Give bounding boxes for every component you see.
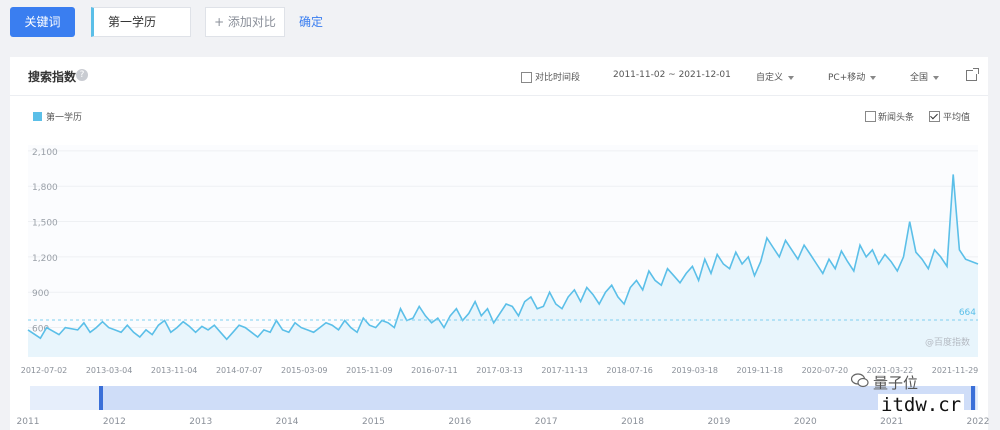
chevron-down-icon: [788, 75, 795, 80]
help-icon[interactable]: ?: [76, 69, 88, 81]
region-dropdown[interactable]: 全国: [910, 70, 940, 83]
brush-year-label: 2011: [17, 417, 40, 427]
device-dropdown[interactable]: PC+移动: [828, 70, 877, 83]
x-tick-label: 2021-03-22: [867, 366, 914, 375]
x-tick-label: 2013-03-04: [86, 366, 133, 375]
y-tick-label: 600: [32, 325, 49, 335]
x-tick-label: 2014-07-07: [216, 366, 263, 375]
add-compare-button[interactable]: + 添加对比: [205, 7, 285, 37]
average-label: 平均值: [943, 113, 971, 123]
external-link-icon[interactable]: [966, 68, 979, 81]
x-tick-label: 2015-03-09: [281, 366, 328, 375]
brush-year-label: 2013: [189, 417, 212, 427]
y-tick-label: 1,800: [32, 183, 58, 193]
source-mark: @百度指数: [925, 336, 970, 348]
keyword-input[interactable]: 第一学历: [91, 7, 191, 37]
legend-label: 第一学历: [46, 113, 83, 123]
y-tick-label: 2,100: [32, 148, 58, 158]
device-label: PC+移动: [828, 73, 866, 83]
custom-label: 自定义: [756, 73, 784, 83]
legend-swatch: [33, 112, 42, 121]
keyword-button[interactable]: 关键词: [10, 7, 75, 37]
x-tick-label: 2017-03-13: [476, 366, 523, 375]
brush-selection: [101, 386, 976, 410]
x-tick-label: 2019-03-18: [671, 366, 718, 375]
region-label: 全国: [910, 73, 929, 83]
x-tick-label: 2021-11-29: [932, 366, 979, 375]
x-tick-label: 2019-11-18: [737, 366, 784, 375]
brush-year-label: 2016: [448, 417, 471, 427]
wechat-icon: [851, 373, 869, 388]
brush-year-label: 2018: [621, 417, 644, 427]
brush-year-label: 2012: [103, 417, 126, 427]
x-tick-label: 2016-07-11: [411, 366, 458, 375]
news-headline-label: 新闻头条: [878, 113, 915, 123]
x-tick-label: 2013-11-04: [151, 366, 198, 375]
brush-handle-right[interactable]: [971, 386, 975, 410]
y-tick-label: 1,200: [32, 254, 58, 264]
top-toolbar: 关键词 第一学历 + 添加对比 确定: [0, 0, 1000, 48]
average-checkbox[interactable]: [929, 111, 940, 122]
brush-year-label: 2014: [276, 417, 299, 427]
compare-period-label: 对比时间段: [535, 73, 581, 83]
y-tick-label: 900: [32, 289, 49, 299]
chevron-down-icon: [870, 75, 877, 80]
x-tick-label: 2015-11-09: [346, 366, 393, 375]
brush-year-label: 2017: [535, 417, 558, 427]
brush-year-label: 2015: [362, 417, 385, 427]
compare-period-checkbox[interactable]: [521, 72, 532, 83]
x-tick-label: 2012-07-02: [21, 366, 68, 375]
date-range-picker[interactable]: 2011-11-02 ~ 2021-12-01: [613, 70, 731, 80]
panel-title: 搜索指数: [28, 70, 77, 84]
y-tick-label: 1,500: [32, 219, 58, 229]
x-tick-label: 2017-11-13: [541, 366, 588, 375]
chevron-down-icon: [933, 75, 940, 80]
average-label: 664: [959, 308, 976, 318]
brush-year-label: 2020: [794, 417, 817, 427]
watermark-url: itdw.cr: [878, 394, 965, 416]
panel-header: 搜索指数 ? 对比时间段 2011-11-02 ~ 2021-12-01 自定义…: [10, 57, 988, 96]
brush-year-label: 2022: [967, 417, 990, 427]
news-headline-checkbox[interactable]: [865, 111, 876, 122]
series-line: [27, 174, 979, 341]
watermark-brand: 量子位: [873, 374, 919, 392]
brush-handle-left[interactable]: [99, 386, 103, 410]
x-tick-label: 2020-07-20: [802, 366, 849, 375]
custom-dropdown[interactable]: 自定义: [756, 70, 795, 83]
confirm-link[interactable]: 确定: [299, 15, 324, 29]
x-tick-label: 2018-07-16: [606, 366, 653, 375]
series-area: [28, 174, 978, 357]
brush-year-label: 2019: [707, 417, 730, 427]
brush-year-label: 2021: [880, 417, 903, 427]
